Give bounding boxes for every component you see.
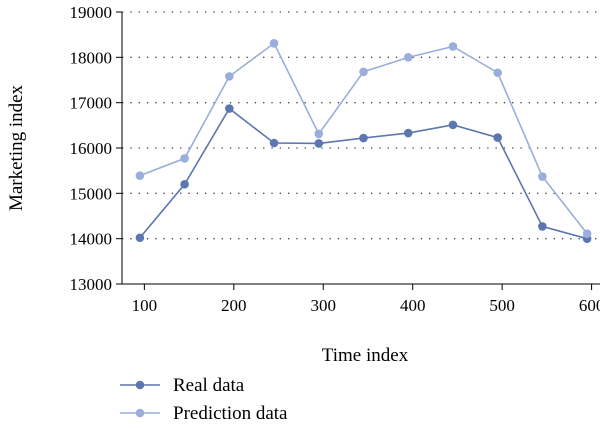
- data-point: [180, 154, 189, 163]
- x-tick-label: 400: [400, 296, 426, 315]
- y-tick-label: 16000: [70, 139, 113, 158]
- x-axis-ticks: 100 200 300 400 500 600: [132, 284, 600, 315]
- data-point: [135, 233, 145, 243]
- data-point: [314, 129, 324, 139]
- data-point: [225, 72, 234, 81]
- data-point: [448, 120, 458, 130]
- series-real: [135, 104, 592, 243]
- y-tick-label: 17000: [70, 94, 113, 113]
- data-point: [582, 229, 592, 238]
- y-tick-label: 14000: [70, 230, 113, 249]
- data-point: [269, 138, 279, 148]
- data-point: [403, 128, 413, 138]
- x-tick-label: 300: [311, 296, 337, 315]
- data-point: [359, 67, 368, 77]
- data-point: [493, 133, 502, 142]
- x-axis-label: Time index: [322, 345, 409, 366]
- y-tick-label: 13000: [70, 275, 113, 294]
- data-point: [225, 104, 234, 113]
- data-point: [269, 38, 279, 48]
- y-tick-label: 18000: [70, 48, 113, 67]
- legend: Real data Prediction data: [120, 375, 288, 424]
- legend-label: Prediction data: [173, 403, 288, 424]
- grid-lines: [122, 11, 600, 240]
- x-tick-label: 100: [132, 296, 158, 315]
- x-tick-label: 200: [221, 296, 247, 315]
- legend-marker: [135, 408, 145, 418]
- y-tick-label: 19000: [70, 3, 113, 22]
- x-tick-label: 500: [489, 296, 515, 315]
- series-prediction: [135, 38, 592, 238]
- legend-label: Real data: [173, 375, 245, 396]
- data-point: [314, 139, 324, 148]
- legend-marker: [135, 380, 145, 390]
- y-axis-ticks: 13000 14000 15000 16000 17000 18000 19000: [70, 3, 122, 294]
- data-point: [538, 172, 547, 181]
- data-point: [448, 42, 458, 51]
- series-layer: [135, 38, 592, 243]
- data-point: [403, 53, 413, 62]
- data-point: [180, 179, 189, 189]
- legend-item: Prediction data: [120, 403, 288, 424]
- data-point: [359, 133, 368, 143]
- data-point: [538, 222, 547, 231]
- data-point: [493, 68, 502, 78]
- data-point: [135, 171, 145, 180]
- y-tick-label: 15000: [70, 184, 113, 203]
- x-tick-label: 600: [579, 296, 600, 315]
- y-axis-label: Marketing index: [6, 84, 27, 211]
- series-line: [139, 107, 588, 240]
- legend-item: Real data: [120, 375, 245, 396]
